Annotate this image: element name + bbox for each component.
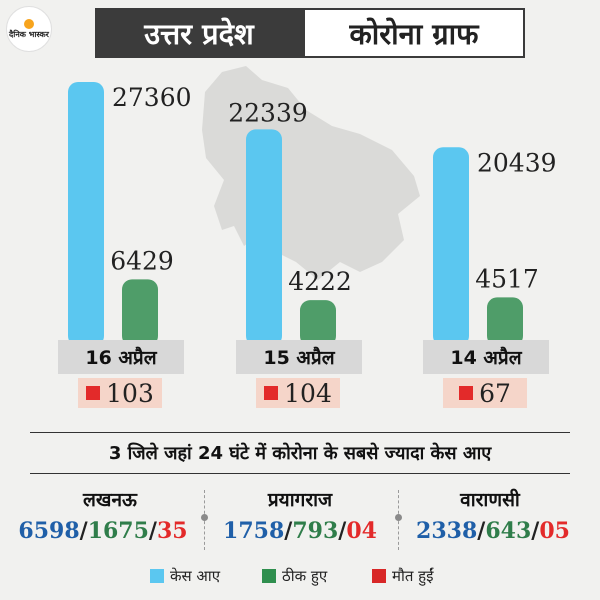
bar-chart: 27360 22339 20439 6429 4222 4517 (68, 66, 557, 346)
city-cases: 1758 (223, 518, 285, 544)
city-values-2: 1758/793/04 (223, 518, 377, 544)
bar-recovered (122, 279, 158, 346)
legend-label: मौत हुईं (392, 567, 434, 585)
date-label-1: 16 अप्रैल (58, 340, 184, 374)
city-deaths: 05 (539, 518, 570, 544)
city-cases: 6598 (18, 518, 80, 544)
legend-label: ठीक हुए (282, 567, 328, 585)
legend-item-deaths: मौत हुईं (372, 566, 434, 586)
bar-label-recovered: 4222 (288, 267, 352, 296)
city-cases: 2338 (416, 518, 478, 544)
legend-item-recovered: ठीक हुए (262, 566, 327, 586)
city-name-2: प्रयागराज (267, 489, 333, 511)
date-label-3: 14 अप्रैल (423, 340, 549, 374)
bar-label-cases: 22339 (228, 98, 308, 127)
deaths-box-3: 67 (443, 378, 527, 408)
death-square-icon (459, 386, 474, 400)
legend-swatch (262, 569, 276, 583)
bar-recovered (300, 300, 336, 346)
divider-dot (201, 514, 208, 521)
city-recovered: 793 (292, 518, 339, 544)
legend-label: केस आए (170, 567, 221, 585)
sun-icon (24, 19, 34, 29)
city-values-1: 6598/1675/35 (18, 518, 188, 544)
city-name-3: वाराणसी (460, 489, 520, 511)
city-recovered: 643 (485, 518, 532, 544)
city-values-3: 2338/643/05 (416, 518, 570, 544)
bar-recovered (487, 297, 523, 346)
header-title: कोरोना ग्राफ (303, 8, 525, 58)
deaths-value: 104 (284, 378, 332, 408)
dainik-bhaskar-logo: दैनिक भास्कर (6, 6, 52, 52)
divider-dot (395, 514, 402, 521)
bar-cases (68, 82, 104, 346)
city-name-1: लखनऊ (83, 489, 137, 511)
death-square-icon (86, 386, 101, 400)
header-state: उत्तर प्रदेश (95, 8, 303, 58)
bar-label-recovered: 6429 (110, 246, 174, 275)
bar-cases (433, 147, 469, 346)
city-recovered: 1675 (87, 518, 149, 544)
date-label-2: 15 अप्रैल (236, 340, 362, 374)
bar-label-cases: 27360 (112, 83, 192, 112)
legend-swatch (372, 569, 386, 583)
subtitle: 3 जिले जहां 24 घंटे में कोरोना के सबसे ज… (30, 432, 570, 474)
logo-text: दैनिक भास्कर (9, 30, 49, 39)
bar-label-cases: 20439 (477, 148, 557, 177)
legend-item-cases: केस आए (150, 566, 220, 586)
deaths-value: 103 (106, 378, 154, 408)
legend-swatch (150, 569, 164, 583)
deaths-box-2: 104 (256, 378, 340, 408)
city-deaths: 04 (346, 518, 377, 544)
bar-label-recovered: 4517 (475, 264, 539, 293)
city-deaths: 35 (156, 518, 188, 544)
death-square-icon (264, 386, 279, 400)
bar-cases (246, 129, 282, 346)
deaths-value: 67 (479, 378, 511, 408)
deaths-box-1: 103 (78, 378, 162, 408)
